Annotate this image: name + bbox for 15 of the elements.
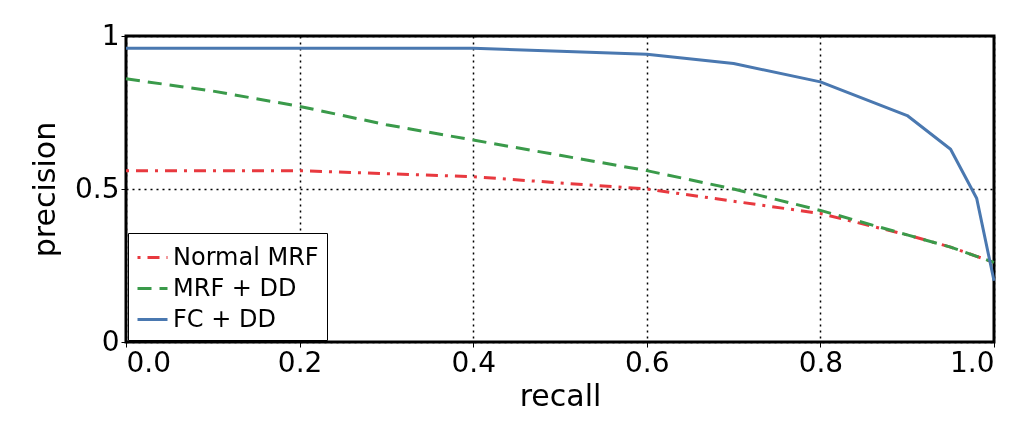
x-tick-label: 0.4 <box>451 345 496 379</box>
line-series <box>124 77 996 264</box>
x-axis-title: recall <box>519 377 602 413</box>
y-axis-title: precision <box>26 121 62 258</box>
legend-label: Normal MRF <box>173 242 319 271</box>
y-tick-label: 1 <box>101 18 120 52</box>
legend-label: MRF + DD <box>173 273 297 302</box>
x-tick-label: 0.8 <box>798 345 844 379</box>
y-tick-label: 0.5 <box>74 171 120 205</box>
y-tick-label: 0 <box>101 324 120 358</box>
x-tick-label: 0.0 <box>126 345 172 379</box>
x-tick-label: 0.2 <box>277 345 323 379</box>
x-tick-label: 0.6 <box>625 345 670 379</box>
legend-label: FC + DD <box>173 304 276 333</box>
x-tick-label: 1.0 <box>949 345 995 379</box>
